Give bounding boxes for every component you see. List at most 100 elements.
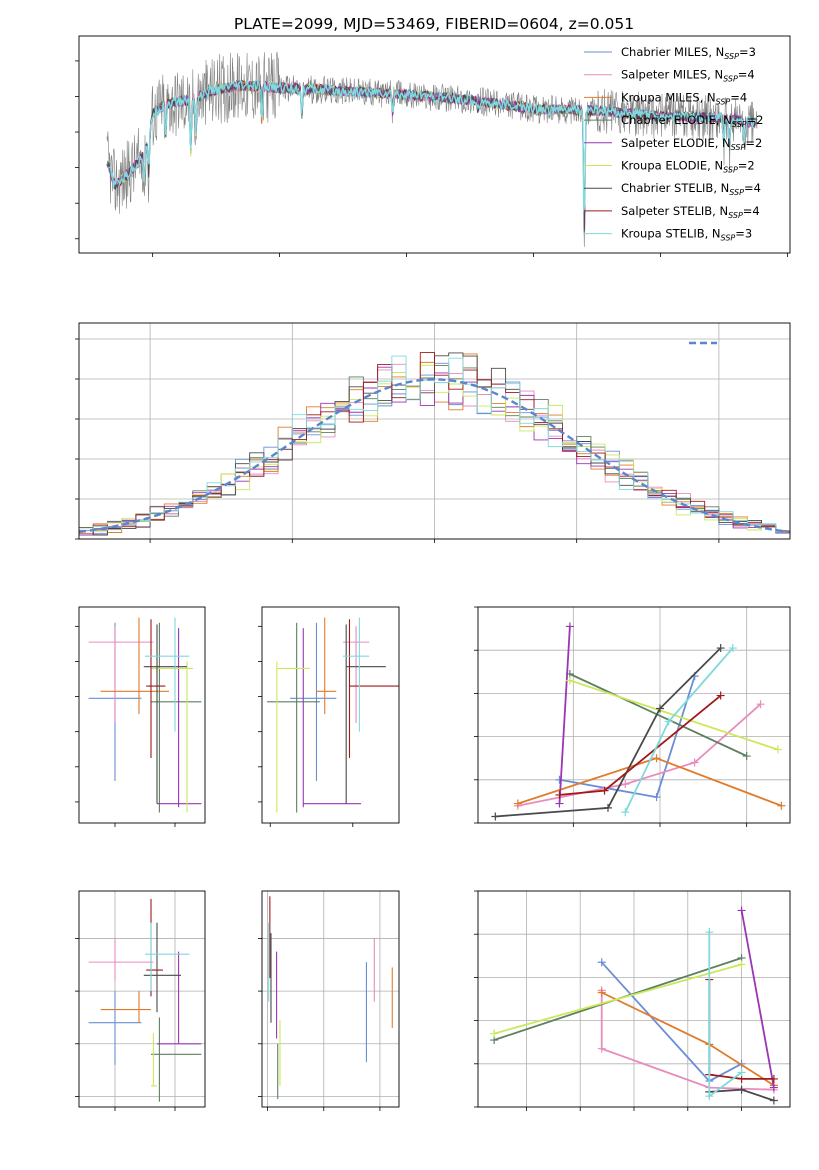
legend-label: Kroupa ELODIE, NSSP=2 xyxy=(621,159,755,175)
plot-area xyxy=(490,906,778,1105)
errorbar-point-1 xyxy=(88,938,154,981)
weight-marker xyxy=(742,752,751,761)
chart-panel-1 xyxy=(75,322,791,543)
plot-area xyxy=(491,622,786,821)
axes-frame xyxy=(78,35,791,254)
errorbar-point-8 xyxy=(145,922,190,992)
errorbar-point-4 xyxy=(157,951,202,1045)
weight-marker xyxy=(769,1096,778,1105)
legend-label-base: Chabrier STELIB, N xyxy=(621,181,729,195)
legend-label: Chabrier ELODIE, NSSP=2 xyxy=(621,113,763,129)
chart-panel-6 xyxy=(258,890,400,1111)
legend-label-count: =4 xyxy=(738,68,755,82)
errorbar-point-5 xyxy=(276,661,310,813)
weight-marker xyxy=(597,1044,606,1053)
errorbar-point-3 xyxy=(151,1017,202,1102)
weight-marker xyxy=(705,928,714,937)
weight-line xyxy=(558,626,571,804)
figure-title: PLATE=2099, MJD=53469, FIBERID=0604, z=0… xyxy=(234,15,634,33)
errorbar-point-6 xyxy=(143,922,181,1013)
legend-label-subscript: SSP xyxy=(732,120,747,129)
axes-frame xyxy=(261,606,400,824)
errorbar-point-0 xyxy=(88,991,142,1065)
legend-label-count: =2 xyxy=(738,159,755,173)
legend-label-subscript: SSP xyxy=(724,52,739,61)
legend-label-count: =2 xyxy=(747,113,764,127)
weight-marker xyxy=(737,1068,746,1077)
weight-line xyxy=(569,673,748,757)
weight-marker xyxy=(565,622,574,631)
errorbar-point-7 xyxy=(146,619,166,759)
weight-marker xyxy=(555,775,564,784)
errorbar-point-2 xyxy=(100,991,151,1023)
legend-label-subscript: SSP xyxy=(716,97,731,106)
histogram-step-7 xyxy=(79,352,790,532)
legend-label-subscript: SSP xyxy=(728,211,743,220)
weight-line xyxy=(517,703,762,807)
axes-frame xyxy=(261,890,400,1108)
weight-marker xyxy=(491,812,500,821)
weight-marker xyxy=(769,1074,778,1083)
weight-series-4 xyxy=(555,622,574,808)
legend-label: Chabrier MILES, NSSP=3 xyxy=(621,45,756,61)
errorbar-point-7 xyxy=(348,619,399,759)
legend-label-subscript: SSP xyxy=(723,75,738,84)
errorbar-point-1 xyxy=(88,626,154,723)
axes-frame xyxy=(78,606,206,824)
weight-series-2 xyxy=(513,754,786,810)
legend-label-base: Chabrier MILES, N xyxy=(621,45,724,59)
errorbar-point-3 xyxy=(151,622,202,813)
errorbar-point-5 xyxy=(151,1033,157,1087)
legend-label: Kroupa STELIB, NSSP=3 xyxy=(621,227,752,243)
legend-label-count: =4 xyxy=(743,204,760,218)
legend-label-count: =2 xyxy=(745,136,762,150)
chart-panel-3 xyxy=(258,606,400,827)
errorbar-point-3 xyxy=(266,622,320,813)
legend-entry-0: Chabrier MILES, NSSP=3 xyxy=(584,45,756,61)
weight-marker xyxy=(597,988,606,997)
weight-series-8 xyxy=(621,644,737,817)
axes-frame xyxy=(477,606,791,824)
weight-marker xyxy=(621,808,630,817)
weight-marker xyxy=(716,691,725,700)
weight-marker xyxy=(777,801,786,810)
errorbar-point-6 xyxy=(345,624,386,804)
plot-area xyxy=(79,352,790,536)
axes-frame xyxy=(78,890,206,1108)
plot-area xyxy=(88,898,202,1102)
legend-entry-3: Chabrier ELODIE, NSSP=2 xyxy=(584,113,763,129)
weight-marker xyxy=(737,906,746,915)
legend-label: Salpeter MILES, NSSP=4 xyxy=(621,68,755,84)
legend-entry-7: Salpeter STELIB, NSSP=4 xyxy=(584,204,760,220)
legend-label-base: Salpeter ELODIE, N xyxy=(621,136,731,150)
weight-marker xyxy=(769,1083,778,1092)
chart-panel-7 xyxy=(474,890,791,1111)
legend-entry-1: Salpeter MILES, NSSP=4 xyxy=(584,68,755,84)
weight-marker xyxy=(652,793,661,802)
weight-series-7 xyxy=(555,691,725,799)
legend-label: Salpeter ELODIE, NSSP=2 xyxy=(621,136,762,152)
axes-frame xyxy=(477,890,791,1108)
legend-label-count: =4 xyxy=(744,181,761,195)
legend-label-base: Kroupa MILES, N xyxy=(621,90,716,104)
weight-series-0 xyxy=(555,672,699,802)
errorbar-point-6 xyxy=(143,624,187,804)
weight-line xyxy=(601,961,743,1083)
legend-label-count: =3 xyxy=(735,227,752,241)
legend-label: Salpeter STELIB, NSSP=4 xyxy=(621,204,760,220)
plot-area xyxy=(266,617,399,813)
errorbar-point-2 xyxy=(100,617,169,715)
legend-entry-2: Kroupa MILES, NSSP=4 xyxy=(584,90,747,106)
legend-entry-6: Chabrier STELIB, NSSP=4 xyxy=(584,181,761,197)
legend-label-count: =3 xyxy=(739,45,756,59)
legend-label: Kroupa MILES, NSSP=4 xyxy=(621,90,747,106)
legend-label-base: Salpeter MILES, N xyxy=(621,68,723,82)
weight-marker xyxy=(690,758,699,767)
weight-marker xyxy=(555,790,564,799)
plot-area xyxy=(106,51,758,247)
errorbar-point-4 xyxy=(157,628,202,808)
legend-label: Chabrier STELIB, NSSP=4 xyxy=(621,181,761,197)
weight-series-6 xyxy=(491,644,725,821)
